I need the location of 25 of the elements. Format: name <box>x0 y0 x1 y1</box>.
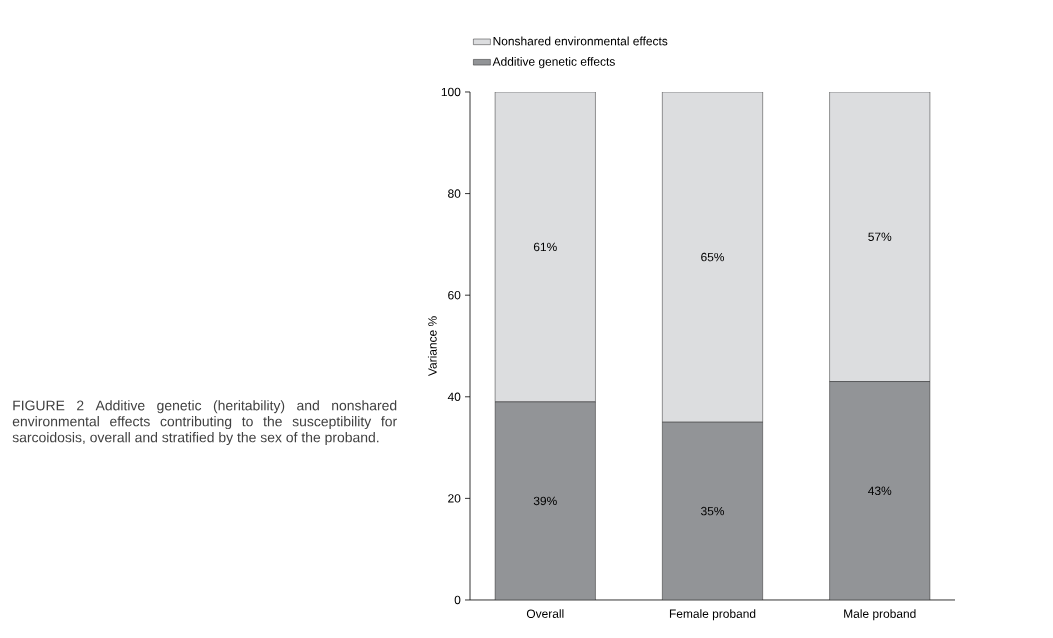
bar <box>494 91 596 403</box>
data-label: 43% <box>868 486 892 495</box>
y-tick-label: 0 <box>454 595 461 605</box>
bar <box>662 91 763 423</box>
caption: FIGURE 2 Additive genetic (heritability) and nonshared environmental effects contributing to the susceptibility for sarcoidosis, overall and stratified by the sex of the proband. <box>12 400 397 446</box>
y-tick-label: 20 <box>448 494 461 503</box>
y-axis-title: Variance % <box>427 316 437 377</box>
x-tick-label: Female proband <box>669 609 756 621</box>
data-label: 61% <box>533 242 557 252</box>
bar <box>829 381 931 600</box>
bar <box>829 91 931 382</box>
y-tick-label: 100 <box>441 87 461 97</box>
bar <box>662 421 763 600</box>
legend-label: Additive genetic effects <box>492 57 615 69</box>
data-label: 57% <box>868 232 892 241</box>
y-tick-label: 80 <box>448 189 461 198</box>
bar <box>494 401 596 600</box>
x-tick-label: Overall <box>526 609 564 618</box>
data-label: 65% <box>701 252 725 262</box>
data-label: 39% <box>533 496 557 506</box>
y-tick-label: 60 <box>448 290 461 300</box>
legend-label: Nonshared environmental effects <box>493 36 668 46</box>
x-tick-label: Male proband <box>844 609 916 621</box>
y-tick-label: 40 <box>447 392 461 402</box>
data-label: 35% <box>701 506 725 516</box>
